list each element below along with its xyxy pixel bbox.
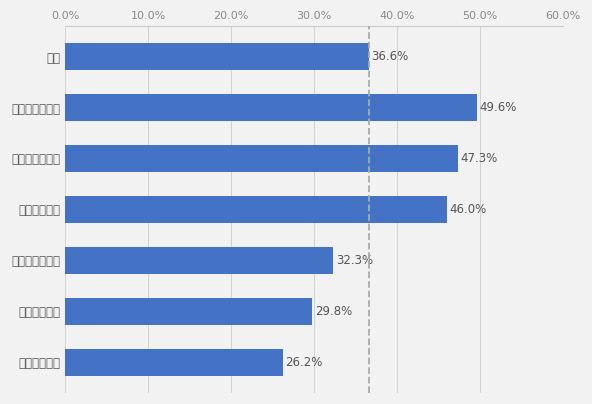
Bar [65, 43, 369, 70]
Text: 26.2%: 26.2% [285, 356, 323, 369]
Text: 29.8%: 29.8% [315, 305, 352, 318]
Bar [65, 145, 458, 172]
Text: 46.0%: 46.0% [449, 203, 487, 216]
Text: 32.3%: 32.3% [336, 254, 373, 267]
Text: 47.3%: 47.3% [461, 152, 497, 165]
Bar [65, 298, 313, 324]
Bar [65, 196, 447, 223]
Text: 36.6%: 36.6% [371, 50, 408, 63]
Text: 49.6%: 49.6% [480, 101, 517, 114]
Bar [65, 349, 282, 376]
Bar [65, 247, 333, 274]
Bar [65, 94, 477, 121]
